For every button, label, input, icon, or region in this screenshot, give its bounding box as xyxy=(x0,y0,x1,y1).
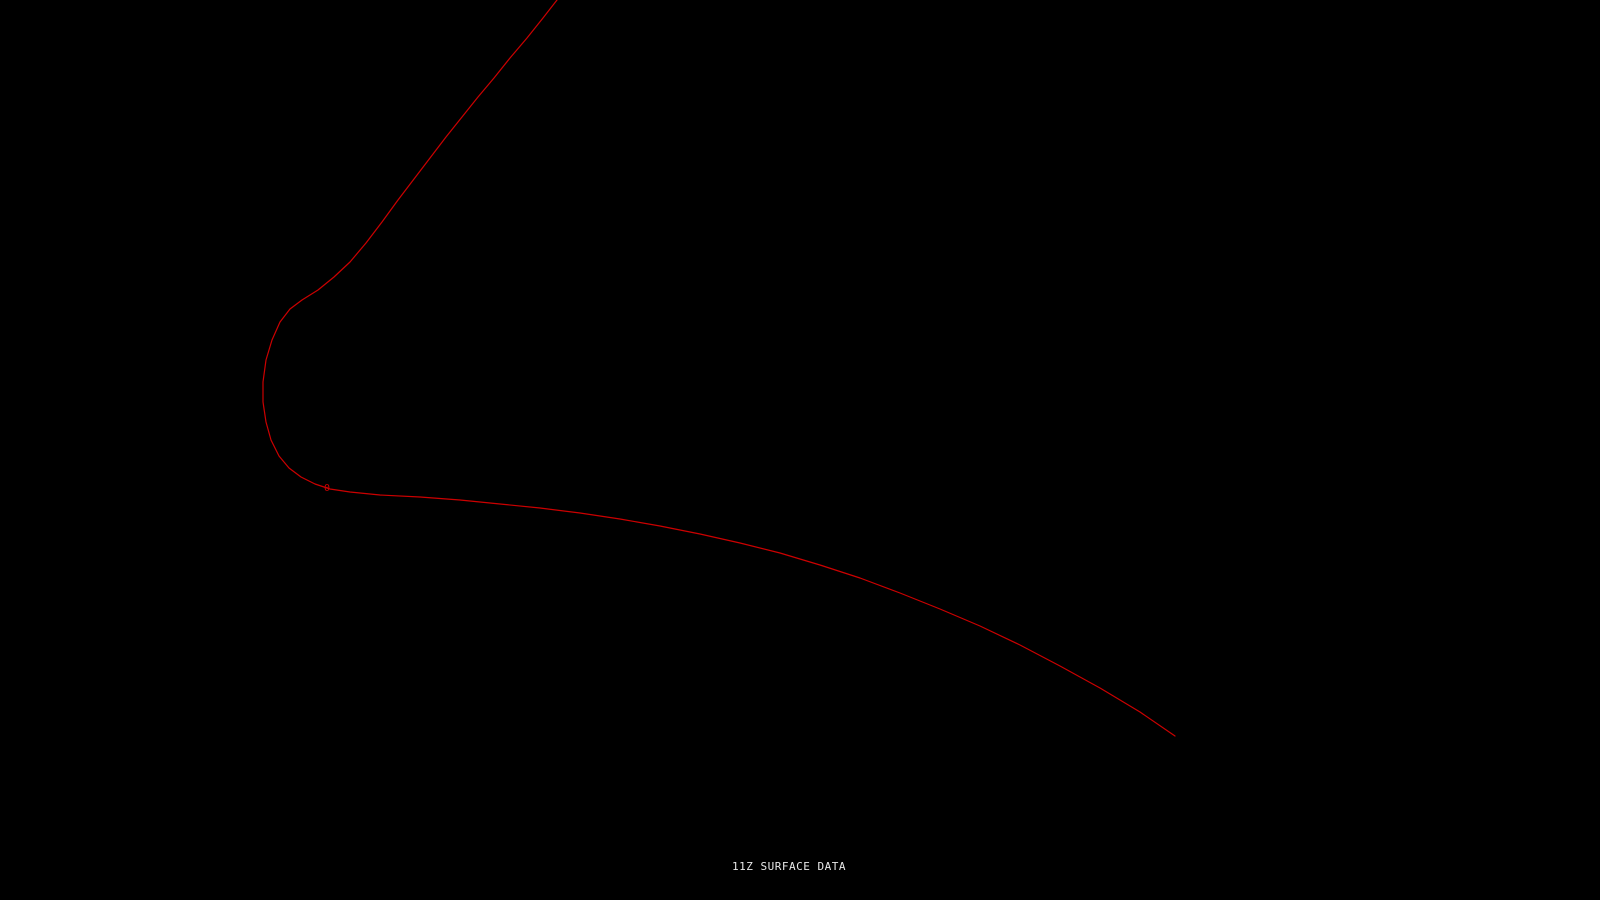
temperature-curve xyxy=(262,0,1176,737)
zero-marker-annotation: 0 xyxy=(324,483,330,494)
chart-title: 11Z SURFACE DATA xyxy=(732,860,846,873)
